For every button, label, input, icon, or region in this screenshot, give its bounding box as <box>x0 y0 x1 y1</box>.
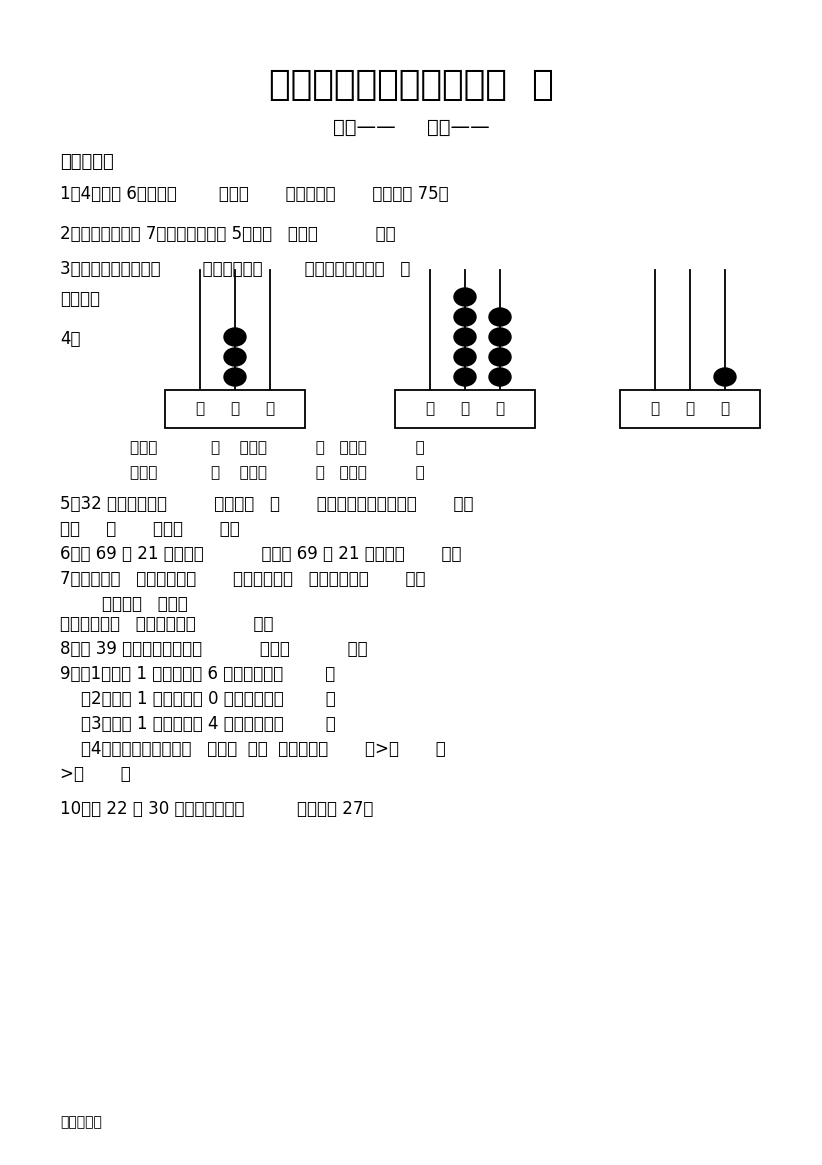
Text: 一、我会填: 一、我会填 <box>60 153 113 171</box>
Text: 个: 个 <box>496 402 505 417</box>
Text: 百: 百 <box>196 402 205 417</box>
Text: 9、（1）写出 1 个个位上是 6 的两位数。（        ）: 9、（1）写出 1 个个位上是 6 的两位数。（ ） <box>60 665 335 683</box>
Ellipse shape <box>454 368 476 386</box>
Text: 百: 百 <box>650 402 659 417</box>
Bar <box>620 390 760 428</box>
Text: 一年级数学下册期末检验  题: 一年级数学下册期末检验 题 <box>269 68 553 103</box>
Ellipse shape <box>454 348 476 366</box>
Ellipse shape <box>489 348 511 366</box>
Text: 3、最小的两位数是（        ），再加上（        ）的确是最大年夜   的: 3、最小的两位数是（ ），再加上（ ）的确是最大年夜 的 <box>60 260 410 278</box>
Text: （3）写出 1 个十位上是 4 的两位数。（        ）: （3）写出 1 个十位上是 4 的两位数。（ ） <box>60 715 335 733</box>
Text: 数比最大年夜   的一位数多（           ）。: 数比最大年夜 的一位数多（ ）。 <box>60 615 274 633</box>
Text: 10、在 22 与 30 这两个数中，（          ）最濒临 27。: 10、在 22 与 30 这两个数中，（ ）最濒临 27。 <box>60 800 373 818</box>
Text: （4）按照从小到大年夜   的次第  摆设  这三个数（       ）>（       ）: （4）按照从小到大年夜 的次第 摆设 这三个数（ ）>（ ） <box>60 740 446 758</box>
Text: 6、比 69 多 21 的数是（           ），比 69 少 21 的数是（       ）。: 6、比 69 多 21 的数是（ ），比 69 少 21 的数是（ ）。 <box>60 545 461 563</box>
Ellipse shape <box>714 368 736 386</box>
Text: 个: 个 <box>266 402 275 417</box>
Text: 8、跟 39 相邻的两个数是（           ）跟（           ）。: 8、跟 39 相邻的两个数是（ ）跟（ ）。 <box>60 640 367 658</box>
Text: 百: 百 <box>426 402 435 417</box>
Ellipse shape <box>224 348 246 366</box>
Text: 表示     （       ）个（       ）。: 表示 （ ）个（ ）。 <box>60 520 240 538</box>
Text: 读作（           ）    读作（          ）   读作（          ）: 读作（ ） 读作（ ） 读作（ ） <box>130 465 425 480</box>
Bar <box>165 390 305 428</box>
Ellipse shape <box>489 329 511 346</box>
Ellipse shape <box>454 329 476 346</box>
Text: 姓名——     计分——: 姓名—— 计分—— <box>333 118 489 137</box>
Text: 7、最大年夜   的两位数是（       ），最大年夜   的一位数是（       ），: 7、最大年夜 的两位数是（ ），最大年夜 的一位数是（ ）， <box>60 570 426 588</box>
Text: 最大年夜   的两位: 最大年夜 的两位 <box>60 595 187 613</box>
Text: 十: 十 <box>686 402 695 417</box>
Text: 2、个位上的数是 7，十位上的数是 5，谁人   数是（           ）。: 2、个位上的数是 7，十位上的数是 5，谁人 数是（ ）。 <box>60 225 395 243</box>
Text: 写作（           ）    写作（          ）   写作（          ）: 写作（ ） 写作（ ） 写作（ ） <box>130 440 425 456</box>
Text: >（       ）: >（ ） <box>60 765 131 783</box>
Text: 十: 十 <box>460 402 469 417</box>
Text: 精选可编辑: 精选可编辑 <box>60 1115 102 1129</box>
Text: 个: 个 <box>720 402 730 417</box>
Text: （2）写出 1 个个位上是 0 的两位数。（        ）: （2）写出 1 个个位上是 0 的两位数。（ ） <box>60 690 335 708</box>
Text: 5、32 十位上数是（         ），表示   （       ）个十，个位上数是（       ），: 5、32 十位上数是（ ），表示 （ ）个十，个位上数是（ ）， <box>60 495 473 513</box>
Ellipse shape <box>224 329 246 346</box>
Text: 1、4个一跟 6个十是（        ）。（       ）个十跟（       ）个一是 75。: 1、4个一跟 6个十是（ ）。（ ）个十跟（ ）个一是 75。 <box>60 185 449 203</box>
Text: 4、: 4、 <box>60 330 81 348</box>
Text: 两位数。: 两位数。 <box>60 290 100 308</box>
Ellipse shape <box>224 368 246 386</box>
Ellipse shape <box>489 368 511 386</box>
Text: 十: 十 <box>230 402 239 417</box>
Bar <box>395 390 535 428</box>
Ellipse shape <box>454 288 476 306</box>
Ellipse shape <box>454 308 476 326</box>
Ellipse shape <box>489 308 511 326</box>
